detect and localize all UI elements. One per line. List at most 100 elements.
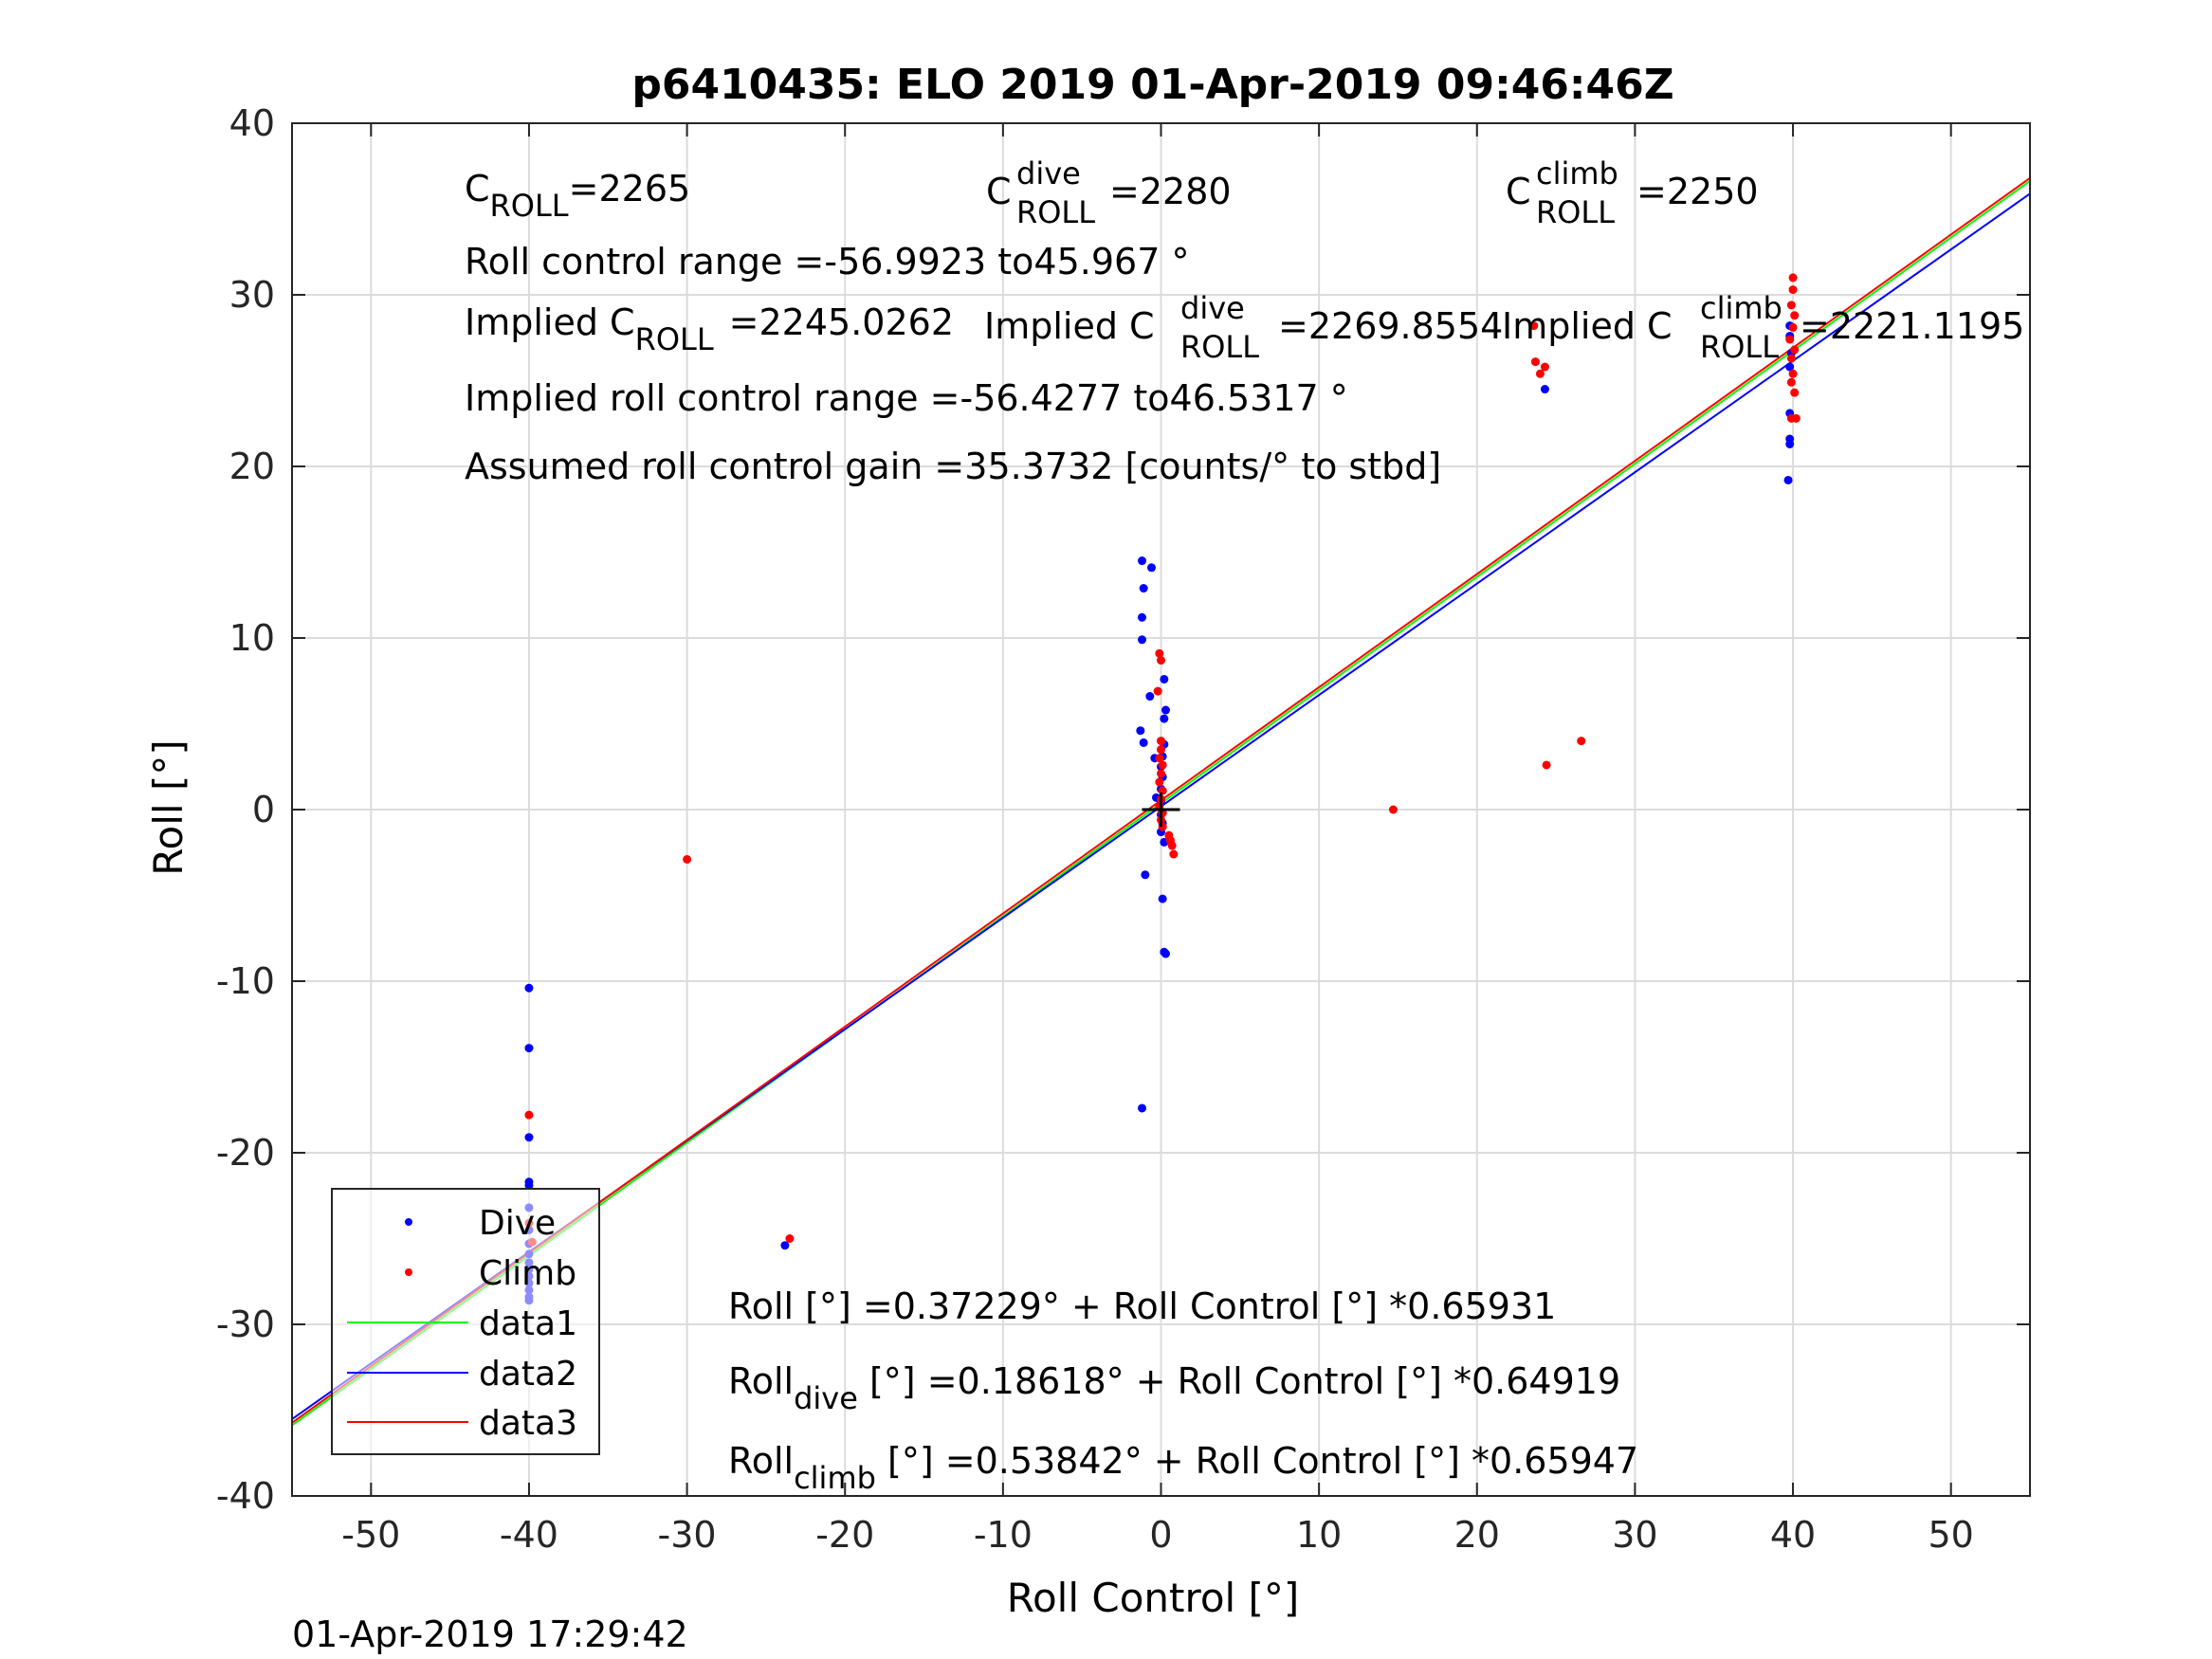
climb-point <box>1788 369 1798 378</box>
dive-point <box>524 983 534 993</box>
legend-dive-label: Dive <box>479 1204 556 1243</box>
legend-data2-label: data2 <box>479 1355 577 1394</box>
dive-point <box>1161 705 1170 715</box>
climb-point <box>1790 388 1800 397</box>
climb-point <box>1169 849 1179 859</box>
legend-climb-label: Climb <box>479 1254 576 1293</box>
climb-point <box>1785 335 1795 344</box>
y-tick-label: 40 <box>229 102 275 144</box>
dive-point <box>1145 692 1155 702</box>
legend: Dive Climb data1 data2 data3 <box>331 1188 600 1455</box>
climb-point <box>1786 377 1796 387</box>
climb-point <box>1388 805 1398 814</box>
y-tick-label: 10 <box>229 617 275 659</box>
climb-point <box>1790 345 1800 355</box>
c-roll-climb-annotation: C climb ROLL =2250 <box>1506 151 1759 231</box>
dive-point <box>1138 635 1147 645</box>
fit-all-equation: Roll [°] =0.37229° + Roll Control [°] *0… <box>728 1285 1556 1327</box>
dive-point <box>1139 738 1148 747</box>
y-tick-label: 20 <box>229 446 275 487</box>
dive-point <box>1540 385 1549 394</box>
legend-climb-marker <box>405 1268 412 1276</box>
climb-point <box>1155 754 1164 763</box>
climb-point <box>1155 648 1164 658</box>
climb-point <box>524 1110 534 1120</box>
climb-point <box>1157 656 1165 665</box>
dive-point <box>1783 475 1793 484</box>
climb-point <box>683 854 692 864</box>
x-axis-label: Roll Control [°] <box>1007 1575 1300 1621</box>
assumed-gain-annotation: Assumed roll control gain =35.3732 [coun… <box>465 446 1441 487</box>
climb-point <box>1158 760 1167 770</box>
dive-point <box>1785 362 1795 372</box>
legend-data1-label: data1 <box>479 1304 577 1343</box>
chart-title: p6410435: ELO 2019 01-Apr-2019 09:46:46Z <box>631 61 1673 109</box>
legend-data3-label: data3 <box>479 1404 577 1443</box>
implied-c-roll-dive-annotation: Implied C dive ROLL =2269.8554 <box>984 285 1503 366</box>
y-axis-label: Roll [°] <box>145 739 192 875</box>
climb-point <box>1157 769 1165 778</box>
climb-point <box>1155 777 1164 787</box>
dive-point <box>1138 556 1147 566</box>
climb-point <box>1790 311 1800 320</box>
dive-point <box>1785 439 1795 448</box>
climb-point <box>1153 686 1162 696</box>
fit-climb-equation: Rollclimb [°] =0.53842° + Roll Control [… <box>728 1440 1638 1496</box>
y-tick-label: 30 <box>229 274 275 316</box>
x-tick-label: -50 <box>341 1514 400 1556</box>
y-tick-label: -40 <box>216 1475 275 1517</box>
dive-point <box>1138 612 1147 622</box>
dive-point <box>1147 563 1157 573</box>
climb-point <box>1788 273 1798 283</box>
x-tick-label: -40 <box>500 1514 558 1556</box>
y-tick-label: -10 <box>216 960 275 1002</box>
dive-point <box>524 1180 534 1190</box>
y-tick-label: 0 <box>252 789 275 830</box>
control-range-annotation: Roll control range =-56.9923 to45.967 ° <box>465 241 1189 283</box>
climb-point <box>1535 369 1545 378</box>
dive-point <box>1139 584 1148 593</box>
x-tick-label: 0 <box>1149 1514 1172 1556</box>
dive-point <box>1136 726 1145 736</box>
climb-point <box>1542 760 1551 770</box>
x-tick-label: -10 <box>974 1514 1033 1556</box>
climb-point <box>1786 354 1796 363</box>
climb-point <box>1788 322 1798 332</box>
timestamp-label: 01-Apr-2019 17:29:42 <box>292 1613 688 1655</box>
dive-point <box>1138 1103 1147 1113</box>
climb-point <box>1157 745 1165 755</box>
implied-c-roll-annotation: Implied CROLL =2245.0262 <box>465 301 954 357</box>
c-roll-annotation: CROLL=2265 <box>465 168 690 224</box>
dive-point <box>524 1044 534 1053</box>
axes: -50 -40 -30 -20 -10 0 10 20 30 40 50 -40 -30 -20 -10 0 1… <box>216 102 2031 1556</box>
x-tick-label: 50 <box>1929 1514 1974 1556</box>
climb-point <box>1167 841 1177 850</box>
climb-point <box>785 1234 795 1243</box>
climb-point <box>1529 321 1539 331</box>
x-tick-label: 10 <box>1296 1514 1342 1556</box>
climb-point <box>1164 830 1174 840</box>
y-tick-label: -30 <box>216 1304 275 1345</box>
dive-point <box>1160 714 1169 723</box>
x-tick-label: -20 <box>815 1514 874 1556</box>
implied-range-annotation: Implied roll control range =-56.4277 to4… <box>465 377 1348 419</box>
c-roll-dive-annotation: C dive ROLL =2280 <box>986 151 1232 231</box>
y-tick-label: -20 <box>216 1132 275 1174</box>
dive-point <box>1141 870 1150 880</box>
implied-c-roll-climb-annotation: Implied C climb ROLL =2221.1195 <box>1502 285 2024 366</box>
climb-point <box>1786 301 1796 310</box>
dive-point <box>780 1241 790 1250</box>
dive-point <box>1158 894 1167 903</box>
x-tick-label: 40 <box>1770 1514 1816 1556</box>
climb-point <box>1540 362 1549 372</box>
climb-point <box>1157 737 1165 746</box>
fit-dive-equation: Rolldive [°] =0.18618° + Roll Control [°… <box>728 1360 1620 1416</box>
dive-point <box>1160 674 1169 684</box>
climb-point <box>1788 285 1798 295</box>
climb-point <box>1577 737 1586 746</box>
climb-point <box>1530 357 1540 367</box>
x-tick-label: 30 <box>1612 1514 1657 1556</box>
x-tick-label: -30 <box>658 1514 717 1556</box>
dive-point <box>524 1133 534 1142</box>
